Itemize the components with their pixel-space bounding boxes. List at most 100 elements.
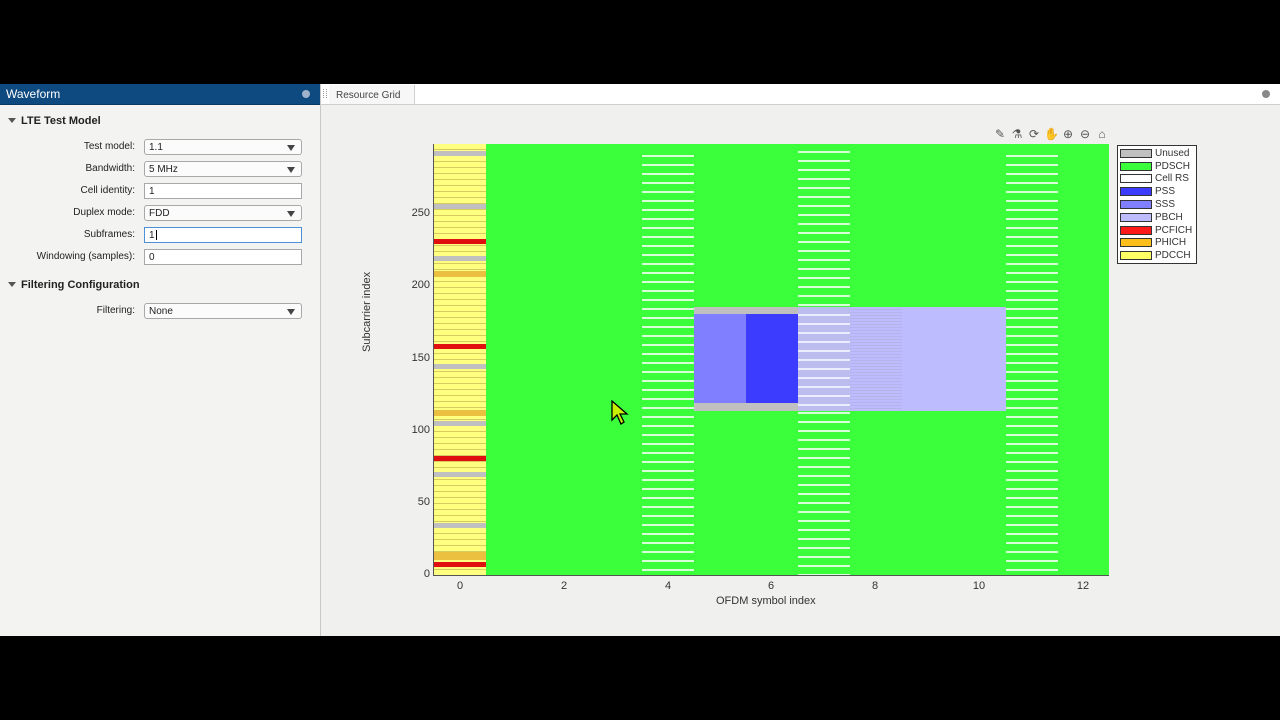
subframes-input[interactable]: 1: [144, 227, 302, 243]
legend-item-sss: SSS: [1118, 198, 1196, 211]
legend-label: PSS: [1155, 186, 1176, 198]
windowing-input[interactable]: 0: [144, 249, 302, 265]
legend-item-pcfich: PCFICH: [1118, 224, 1196, 237]
home-icon[interactable]: ⌂: [1098, 127, 1106, 141]
tab-label: Resource Grid: [336, 90, 401, 101]
pcfich-block: [434, 562, 486, 567]
unused-block: [434, 151, 486, 156]
select-value: FDD: [149, 208, 170, 219]
dropdown-arrow-icon[interactable]: [287, 145, 295, 151]
pan-hand-icon[interactable]: ✋: [1044, 127, 1059, 141]
legend-label: PDSCH: [1155, 160, 1191, 172]
unused-block: [434, 421, 486, 426]
input-value: 1: [149, 230, 155, 241]
collapse-triangle-icon[interactable]: [8, 117, 16, 123]
x-axis-label: OFDM symbol index: [716, 595, 816, 607]
pcfich-block: [434, 344, 486, 349]
x-tick-label: 8: [871, 580, 879, 592]
field-label: Cell identity:: [80, 185, 135, 196]
legend-swatch: [1120, 225, 1152, 235]
field-filtering: Filtering: None: [0, 303, 320, 321]
cell-rs-column: [1006, 148, 1058, 575]
dropdown-arrow-icon[interactable]: [287, 309, 295, 315]
rotate-icon[interactable]: ⟳: [1028, 127, 1040, 141]
legend-label: PBCH: [1155, 211, 1183, 223]
unused-block: [434, 523, 486, 528]
legend-item-phich: PHICH: [1118, 237, 1196, 250]
zoom-in-icon[interactable]: ⊕: [1062, 127, 1074, 141]
test-model-select[interactable]: 1.1: [144, 139, 302, 155]
y-tick-label: 0: [423, 568, 430, 580]
pdcch-region: [434, 144, 486, 575]
document-tab-bar: Resource Grid: [321, 84, 1280, 105]
unused-block: [434, 256, 486, 261]
resource-grid-plot[interactable]: [433, 144, 1109, 576]
resource-grid-panel: Resource Grid ✎ ⚗ ⟳ ✋ ⊕ ⊖ ⌂: [321, 84, 1280, 636]
input-value: 0: [149, 252, 155, 263]
unused-block: [434, 472, 486, 477]
collapse-triangle-icon[interactable]: [8, 281, 16, 287]
x-tick-label: 4: [664, 580, 672, 592]
field-label: Filtering:: [96, 305, 135, 316]
duplex-mode-select[interactable]: FDD: [144, 205, 302, 221]
select-value: 5 MHz: [149, 164, 178, 175]
section-filtering-configuration[interactable]: Filtering Configuration: [8, 279, 140, 291]
legend-swatch: [1120, 174, 1152, 184]
field-duplex-mode: Duplex mode: FDD: [0, 205, 320, 223]
bandwidth-select[interactable]: 5 MHz: [144, 161, 302, 177]
legend-swatch: [1120, 212, 1152, 222]
field-label: Test model:: [83, 141, 135, 152]
brush-icon[interactable]: ✎: [994, 127, 1006, 141]
sss-block: [694, 314, 746, 403]
legend-swatch: [1120, 148, 1152, 158]
y-tick-label: 150: [411, 352, 430, 364]
waveform-panel: Waveform LTE Test Model Test model: 1.1 …: [0, 84, 321, 636]
legend-label: Cell RS: [1155, 173, 1189, 185]
filtering-select[interactable]: None: [144, 303, 302, 319]
cell-identity-input[interactable]: 1: [144, 183, 302, 199]
tab-resource-grid[interactable]: Resource Grid: [329, 85, 416, 104]
dropdown-arrow-icon[interactable]: [287, 167, 295, 173]
y-tick-label: 200: [411, 279, 430, 291]
legend[interactable]: Unused PDSCH Cell RS PSS SSS PBCH PCFICH…: [1117, 145, 1197, 265]
phich-block: [434, 410, 486, 416]
legend-label: PCFICH: [1155, 224, 1193, 236]
pss-block: [746, 314, 798, 403]
x-tick-label: 12: [1076, 580, 1090, 592]
app-window: Waveform LTE Test Model Test model: 1.1 …: [0, 84, 1280, 636]
legend-item-pbch: PBCH: [1118, 211, 1196, 224]
legend-item-cell-rs: Cell RS: [1118, 173, 1196, 186]
y-tick-label: 50: [417, 496, 430, 508]
section-lte-test-model[interactable]: LTE Test Model: [8, 115, 101, 127]
pbch-block: [850, 307, 902, 411]
drag-grip-icon[interactable]: [323, 89, 327, 98]
mouse-pointer-icon: [611, 400, 629, 425]
field-label: Subframes:: [83, 229, 135, 240]
y-tick-label: 100: [411, 424, 430, 436]
pbch-block: [902, 307, 1006, 411]
field-subframes: Subframes: 1: [0, 227, 320, 245]
panel-options-icon[interactable]: [302, 90, 310, 98]
data-tips-icon[interactable]: ⚗: [1011, 127, 1023, 141]
phich-block: [434, 552, 486, 560]
panel-options-icon[interactable]: [1262, 90, 1270, 98]
input-value: 1: [149, 186, 155, 197]
field-label: Bandwidth:: [85, 163, 135, 174]
field-cell-identity: Cell identity: 1: [0, 183, 320, 201]
dropdown-arrow-icon[interactable]: [287, 211, 295, 217]
field-bandwidth: Bandwidth: 5 MHz: [0, 161, 320, 179]
field-label: Windowing (samples):: [36, 251, 135, 262]
waveform-panel-header: Waveform: [0, 84, 320, 105]
legend-swatch: [1120, 200, 1152, 210]
x-tick-label: 0: [456, 580, 464, 592]
select-value: 1.1: [149, 142, 163, 153]
legend-swatch: [1120, 187, 1152, 197]
legend-swatch: [1120, 161, 1152, 171]
unused-block: [434, 204, 486, 209]
phich-block: [434, 271, 486, 277]
legend-item-pdcch: PDCCH: [1118, 249, 1196, 262]
field-windowing: Windowing (samples): 0: [0, 249, 320, 267]
zoom-out-icon[interactable]: ⊖: [1079, 127, 1091, 141]
y-tick-label: 250: [411, 207, 430, 219]
legend-item-pss: PSS: [1118, 185, 1196, 198]
